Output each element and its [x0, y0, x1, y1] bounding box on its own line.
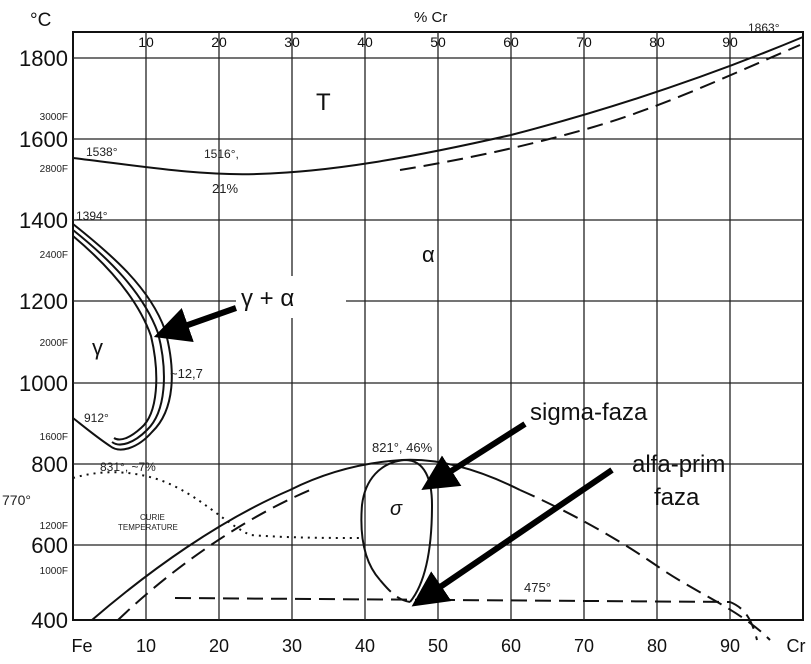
label-821: 821°, 46%	[372, 440, 433, 455]
x-tick-top-40: 40	[357, 34, 373, 50]
x-tick-top-30: 30	[284, 34, 300, 50]
x-axis-unit: % Cr	[414, 9, 447, 26]
solidus-dashed-curve	[399, 44, 801, 171]
y-tick-1800: 1800	[19, 46, 68, 71]
y-axis-unit: °C	[30, 10, 51, 31]
gamma-loop-inner	[72, 235, 158, 441]
vertical-gridlines	[145, 32, 731, 620]
y-tick-1600: 1600	[19, 127, 68, 152]
liquidus-curve	[72, 36, 804, 176]
y-tick-600: 600	[31, 533, 68, 558]
label-1863: 1863°	[748, 21, 780, 35]
label-1538: 1538°	[86, 145, 118, 159]
x-end-fe: Fe	[71, 636, 92, 656]
alfa-prim-callout-line2: faza	[654, 484, 700, 511]
sigma-dome	[91, 458, 521, 621]
f-tick-2400: 2400F	[40, 250, 68, 261]
x-tick-top-70: 70	[576, 34, 592, 50]
y-tick-1200: 1200	[19, 289, 68, 314]
alfa-prim-arrow	[411, 467, 614, 607]
x-tick-top-20: 20	[211, 34, 227, 50]
x-tick-top-10: 10	[138, 34, 154, 50]
x-tick-bottom-70: 70	[574, 636, 594, 656]
y-tick-labels-fahrenheit: 3000F 2800F 2400F 2000F 1600F 1200F 1000…	[40, 112, 68, 577]
gamma-alpha-arrow	[153, 305, 237, 342]
f-tick-1200: 1200F	[40, 521, 68, 532]
region-gamma: γ	[92, 335, 103, 360]
gamma-loop-outer	[72, 223, 173, 451]
label-770: 770°	[2, 492, 31, 508]
label-1394: 1394°	[76, 209, 108, 223]
horizontal-gridlines	[73, 57, 803, 546]
x-tick-bottom-80: 80	[647, 636, 667, 656]
f-tick-2000: 2000F	[40, 338, 68, 349]
x-tick-bottom-40: 40	[355, 636, 375, 656]
x-tick-bottom-60: 60	[501, 636, 521, 656]
x-tick-labels-bottom: Fe 10 20 30 40 50 60 70 80 90 Cr	[71, 636, 805, 656]
curie-label-line1: CURIE	[140, 513, 165, 522]
sigma-arrow	[421, 421, 527, 491]
x-tick-labels-top: 10 20 30 40 50 60 70 80 90	[138, 34, 738, 50]
region-sigma: σ	[390, 498, 403, 520]
label-21-pct: 21%	[212, 181, 238, 196]
y-tick-labels-celsius: 1800 1600 1400 1200 1000 800 600 400	[19, 46, 68, 633]
region-liquid: T	[316, 89, 331, 116]
gamma-alpha-label-bg	[236, 276, 346, 318]
x-tick-top-80: 80	[649, 34, 665, 50]
sigma-callout: sigma-faza	[530, 399, 648, 426]
f-tick-2800: 2800F	[40, 164, 68, 175]
x-tick-bottom-30: 30	[282, 636, 302, 656]
label-912: 912°	[84, 411, 109, 425]
alpha-prime-boundary	[117, 489, 771, 641]
x-tick-top-50: 50	[430, 34, 446, 50]
x-tick-bottom-20: 20	[209, 636, 229, 656]
y-tick-800: 800	[31, 452, 68, 477]
label-831: 831°, ~7%	[100, 460, 156, 474]
x-tick-bottom-50: 50	[428, 636, 448, 656]
f-tick-3000: 3000F	[40, 112, 68, 123]
x-tick-bottom-90: 90	[720, 636, 740, 656]
region-alpha: α	[422, 242, 435, 267]
sigma-loop	[360, 459, 434, 603]
label-12-7: ~12,7	[170, 366, 203, 381]
x-tick-top-60: 60	[503, 34, 519, 50]
x-end-cr: Cr	[787, 636, 806, 656]
f-tick-1000: 1000F	[40, 566, 68, 577]
label-475: 475°	[524, 580, 551, 595]
label-1516: 1516°,	[204, 147, 239, 161]
sigma-loop-dashed-bottom	[379, 579, 411, 603]
alfa-prim-callout-line1: alfa-prim	[632, 451, 725, 478]
y-tick-1000: 1000	[19, 371, 68, 396]
gamma-loop-middle	[72, 229, 165, 446]
curie-label-line2: TEMPERATURE	[118, 523, 178, 532]
x-tick-bottom-10: 10	[136, 636, 156, 656]
region-gamma-alpha: γ + α	[241, 285, 294, 312]
y-tick-1400: 1400	[19, 208, 68, 233]
x-tick-top-90: 90	[722, 34, 738, 50]
y-tick-400: 400	[31, 608, 68, 633]
line-475	[174, 597, 758, 641]
f-tick-1600: 1600F	[40, 432, 68, 443]
